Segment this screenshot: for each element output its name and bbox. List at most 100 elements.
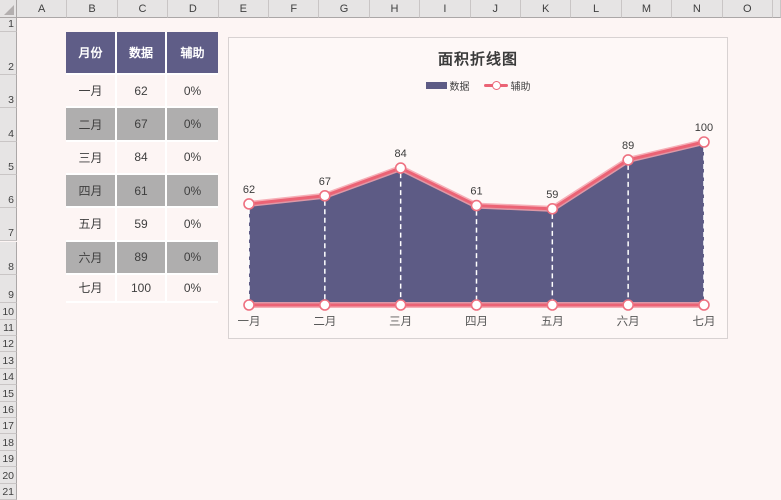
table-cell[interactable]: 59 (117, 208, 167, 242)
table-row: 三月 84 0% (66, 141, 218, 175)
data-point-marker (546, 203, 559, 215)
column-header-O[interactable]: O (722, 0, 773, 18)
column-header-G[interactable]: G (319, 0, 370, 18)
data-label: 61 (470, 186, 482, 198)
data-point-marker (394, 162, 407, 174)
table-row: 七月 100 0% (66, 274, 218, 303)
row-header-5[interactable]: 5 (0, 141, 17, 175)
chart-title: 面积折线图 (437, 51, 518, 68)
table-header-row: 月份 数据 辅助 (66, 32, 218, 75)
row-header-20[interactable]: 20 (0, 467, 17, 484)
table-cell[interactable]: 四月 (66, 174, 117, 209)
aux-point-marker (470, 299, 483, 311)
data-point-marker (319, 189, 331, 202)
data-point-marker (243, 198, 255, 210)
row-header-13[interactable]: 13 (0, 352, 17, 369)
table-cell[interactable]: 二月 (66, 108, 117, 142)
table-cell[interactable]: 62 (117, 75, 167, 109)
table-row: 一月 62 0% (66, 75, 218, 109)
column-header-H[interactable]: H (369, 0, 421, 18)
table-row: 二月 67 0% (66, 108, 218, 142)
plot-area: 62 67 84 61 59 89 100 一月 二月 三月 四月 五月 六月 七月 (238, 122, 716, 328)
row-header-19[interactable]: 19 (0, 450, 17, 468)
table-header-cell[interactable]: 数据 (117, 32, 167, 75)
row-header-6[interactable]: 6 (0, 174, 17, 209)
table-cell[interactable]: 三月 (66, 141, 117, 175)
select-all-button[interactable] (0, 0, 17, 18)
table-cell[interactable]: 0% (167, 174, 218, 209)
category-label: 三月 (389, 316, 412, 328)
row-header-3[interactable]: 3 (0, 75, 17, 109)
chart-object[interactable]: 面积折线图 数据 辅助 62 67 84 61 59 89 100 一月 二月 三月 四月 五月 六月 七… (228, 37, 728, 339)
row-header-17[interactable]: 17 (0, 418, 17, 435)
column-header-M[interactable]: M (621, 0, 673, 18)
row-header-15[interactable]: 15 (0, 385, 17, 402)
table-cell[interactable]: 84 (117, 141, 167, 175)
column-header-F[interactable]: F (269, 0, 320, 18)
legend-label: 辅助 (510, 81, 531, 93)
row-header-2[interactable]: 2 (0, 32, 17, 75)
table-cell[interactable]: 89 (117, 241, 167, 275)
table-cell[interactable]: 七月 (66, 274, 117, 303)
data-label: 84 (395, 148, 407, 160)
column-header-A[interactable]: A (17, 0, 68, 18)
legend-item-aux[interactable]: 辅助 (483, 78, 531, 93)
row-header-9[interactable]: 9 (0, 274, 17, 304)
row-header-21[interactable]: 21 (0, 483, 17, 500)
area-swatch-icon (425, 81, 447, 89)
row-header-8[interactable]: 8 (0, 241, 17, 275)
row-header-14[interactable]: 14 (0, 368, 17, 386)
row-header-1[interactable]: 1 (0, 18, 17, 32)
row-header-16[interactable]: 16 (0, 401, 17, 418)
table-cell[interactable]: 五月 (66, 208, 117, 242)
table-cell[interactable]: 0% (167, 208, 218, 242)
table-cell[interactable]: 67 (117, 108, 167, 142)
row-header-18[interactable]: 18 (0, 434, 17, 451)
table-header-cell[interactable]: 月份 (66, 32, 117, 75)
column-header-N[interactable]: N (672, 0, 723, 18)
row-header-7[interactable]: 7 (0, 208, 17, 242)
data-point-marker (622, 154, 634, 166)
column-header-C[interactable]: C (117, 0, 169, 18)
column-header-partial[interactable] (773, 0, 781, 18)
table-header-cell[interactable]: 辅助 (167, 32, 218, 75)
column-header-L[interactable]: L (571, 0, 622, 18)
category-label: 六月 (617, 315, 640, 328)
data-label: 62 (243, 184, 255, 196)
legend-label: 数据 (449, 81, 470, 93)
row-header-10[interactable]: 10 (0, 303, 17, 320)
column-header-D[interactable]: D (168, 0, 219, 18)
table-cell[interactable]: 0% (167, 142, 218, 175)
row-header-11[interactable]: 11 (0, 319, 17, 336)
aux-point-marker (698, 299, 710, 311)
data-label: 59 (546, 189, 558, 201)
table-cell[interactable]: 61 (117, 174, 167, 209)
table-row: 六月 89 0% (66, 241, 218, 275)
select-all-triangle-icon (4, 5, 14, 15)
column-header-E[interactable]: E (218, 0, 269, 18)
table-cell[interactable]: 100 (117, 274, 167, 303)
aux-point-marker (243, 299, 255, 311)
line-marker-swatch-icon (483, 80, 508, 90)
table-cell[interactable]: 0% (167, 275, 218, 303)
column-header-K[interactable]: K (521, 0, 572, 18)
row-header-12[interactable]: 12 (0, 336, 17, 353)
column-header-J[interactable]: J (470, 0, 521, 18)
data-point-marker (470, 199, 483, 212)
column-header-I[interactable]: I (420, 0, 471, 18)
data-label: 100 (695, 122, 713, 134)
data-table: 月份 数据 辅助 一月 62 0% 二月 67 0% 三月 84 0% 四月 61 0% 五月 59 0% 六月 89… (66, 32, 218, 303)
table-cell[interactable]: 0% (167, 75, 218, 109)
table-cell[interactable]: 0% (167, 108, 218, 142)
table-cell[interactable]: 0% (167, 241, 218, 275)
row-header-4[interactable]: 4 (0, 108, 17, 142)
data-point-marker (698, 136, 710, 148)
table-cell[interactable]: 六月 (66, 241, 117, 275)
column-header-B[interactable]: B (67, 0, 118, 18)
aux-point-marker (394, 299, 407, 311)
category-label: 七月 (692, 315, 715, 328)
legend-item-data[interactable]: 数据 (425, 78, 470, 93)
table-cell[interactable]: 一月 (66, 75, 117, 109)
table-row: 五月 59 0% (66, 208, 218, 242)
category-label: 四月 (465, 316, 488, 328)
